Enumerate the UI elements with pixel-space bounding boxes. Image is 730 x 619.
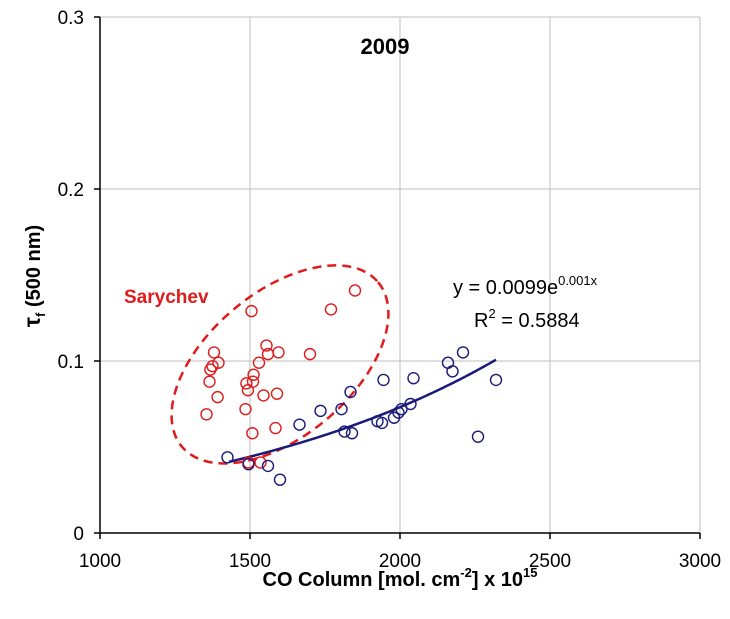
r-squared-label: R2 = 0.5884	[474, 306, 580, 332]
scatter-point-red-15	[252, 356, 266, 369]
scatter-point-navy-20	[456, 346, 470, 359]
scatter-point-red-16	[254, 456, 267, 469]
scatter-point-navy-0	[221, 451, 234, 464]
x-axis-label-sup2: 15	[523, 565, 537, 580]
scatter-point-red-11	[245, 304, 258, 318]
scatter-point-red-4	[207, 346, 221, 359]
x-tick-label-0: 1000	[79, 551, 121, 572]
scatter-point-red-24	[324, 303, 338, 316]
y-axis-label-subscript: f	[33, 312, 48, 317]
scatter-point-red-13	[246, 375, 260, 388]
scatter-point-navy-11	[375, 416, 389, 430]
scatter-point-red-7	[239, 402, 252, 416]
scatter-points	[200, 284, 503, 486]
scatter-point-red-0	[200, 408, 213, 421]
scatter-point-navy-9	[345, 427, 359, 440]
x-tick-labels: 1000 1500 2000 2500 3000	[79, 551, 721, 572]
y-tick-label-0: 0	[73, 524, 84, 545]
y-tick-label-1: 0.1	[58, 352, 84, 373]
r2-prefix: R	[474, 310, 488, 332]
scatter-point-navy-3	[273, 473, 287, 486]
scatter-point-red-14	[247, 368, 260, 381]
chart-title: 2009	[361, 34, 410, 59]
r2-value: = 0.5884	[496, 310, 580, 332]
x-axis-label-main: CO Column [mol. cm	[263, 569, 461, 591]
x-axis-label-mid: ] x 10	[472, 569, 523, 591]
x-axis-label: CO Column [mol. cm-2] x 1015	[263, 565, 538, 591]
scatter-point-navy-5	[314, 404, 327, 418]
trendline-layer	[228, 358, 497, 464]
scatter-point-navy-12	[377, 373, 390, 387]
gridlines	[100, 16, 701, 533]
scatter-point-red-3	[206, 359, 219, 373]
scatter-point-navy-14	[392, 406, 405, 419]
x-axis-label-sup1: -2	[460, 565, 472, 580]
y-tick-label-3: 0.3	[58, 8, 84, 29]
scatter-point-navy-6	[335, 402, 348, 416]
scatter-point-navy-22	[489, 373, 503, 387]
scatter-point-navy-19	[446, 365, 459, 378]
y-tick-label-2: 0.2	[58, 180, 84, 201]
scatter-point-red-25	[348, 284, 362, 297]
scatter-point-navy-2	[261, 459, 275, 473]
scatter-point-red-1	[203, 375, 216, 388]
axes	[94, 16, 701, 539]
scatter-point-red-17	[257, 389, 270, 402]
equation-main: y = 0.0099e	[453, 277, 558, 299]
scatter-point-red-8	[240, 377, 253, 390]
scatter-point-navy-8	[344, 385, 357, 399]
scatter-point-red-23	[303, 347, 317, 361]
trendline-equation: y = 0.0099e0.001x	[453, 273, 598, 299]
scatter-point-red-12	[246, 427, 259, 440]
scatter-point-navy-7	[338, 425, 351, 438]
scatter-point-red-22	[272, 346, 285, 359]
scatter-point-red-21	[270, 387, 284, 400]
scatter-point-navy-1	[242, 458, 255, 471]
x-tick-label-2: 2000	[379, 551, 421, 572]
x-tick-label-4: 3000	[679, 551, 721, 572]
scatter-point-navy-4	[293, 418, 306, 431]
y-axis-label-rest: (500 nm)	[23, 225, 45, 313]
scatter-point-navy-17	[407, 372, 420, 385]
scatter-point-navy-21	[471, 430, 485, 443]
x-tick-label-1: 1500	[229, 551, 271, 572]
scatter-point-red-18	[260, 339, 273, 352]
y-tick-labels: 0 0.1 0.2 0.3	[58, 8, 84, 545]
scatter-point-red-5	[211, 390, 224, 404]
scatter-point-red-20	[269, 421, 282, 435]
scatter-point-navy-15	[395, 402, 408, 416]
exponential-trendline	[228, 358, 497, 464]
sarychev-cluster-label: Sarychev	[124, 287, 209, 308]
scatter-point-navy-16	[404, 397, 417, 411]
y-axis-label-symbol: τ	[19, 317, 45, 327]
r2-superscript: 2	[488, 306, 495, 321]
scatter-point-red-6	[212, 356, 225, 369]
equation-exponent: 0.001x	[558, 273, 598, 288]
y-axis-label: τf (500 nm)	[19, 225, 48, 327]
x-tick-label-3: 2500	[529, 551, 571, 572]
